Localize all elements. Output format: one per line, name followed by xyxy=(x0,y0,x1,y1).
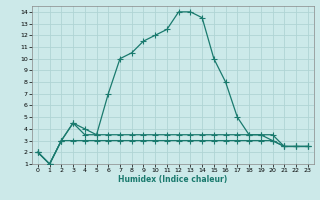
X-axis label: Humidex (Indice chaleur): Humidex (Indice chaleur) xyxy=(118,175,228,184)
